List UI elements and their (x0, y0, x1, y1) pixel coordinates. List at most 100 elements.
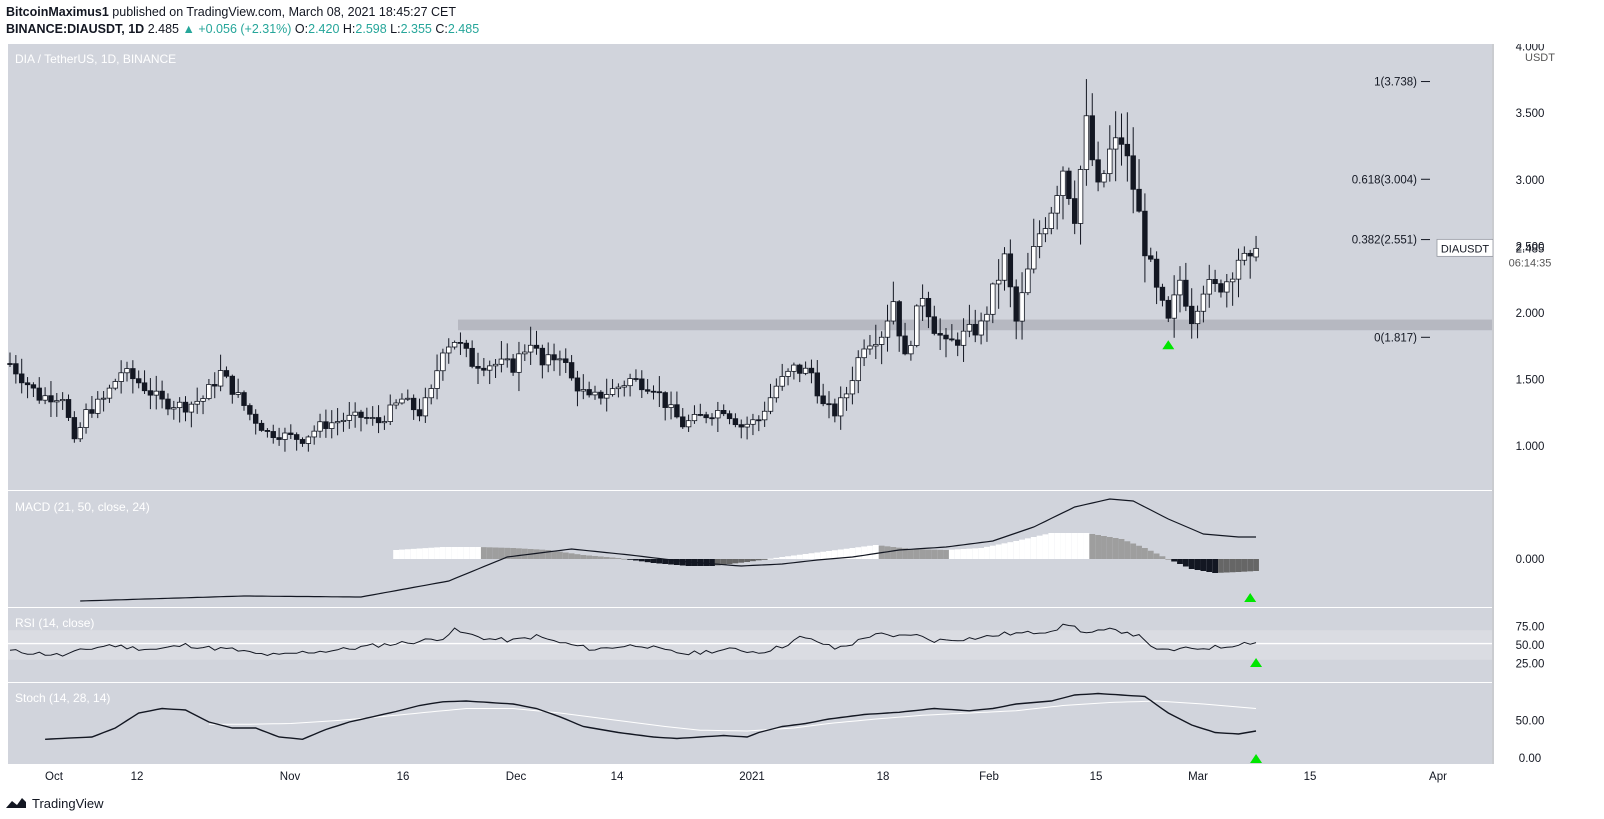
macd-histogram-bar (1130, 543, 1137, 559)
candle-down (358, 411, 364, 418)
candle-up (317, 421, 323, 432)
macd-histogram-bar (621, 558, 628, 560)
candle-up (621, 385, 627, 388)
macd-pane-title: MACD (21, 50, close, 24) (15, 500, 150, 514)
candle-up (176, 401, 183, 409)
rsi-axis-tick-2: 25.00 (1516, 659, 1545, 671)
candle-down (147, 390, 154, 396)
macd-histogram-bar (1194, 559, 1201, 570)
candle-up (592, 391, 598, 396)
time-axis-tick-6: 2021 (739, 771, 765, 783)
macd-histogram-bar (937, 549, 944, 559)
candle-up (422, 397, 429, 417)
candle-down (797, 364, 803, 374)
candle-up (486, 365, 493, 371)
open-value: 2.420 (308, 22, 340, 36)
macd-histogram-bar (1142, 548, 1148, 559)
macd-histogram-bar (633, 559, 639, 561)
rsi-band (8, 630, 1492, 660)
candle-up (767, 397, 774, 412)
candle-down (586, 389, 592, 396)
macd-histogram-bar (1153, 553, 1160, 559)
macd-histogram-bar (1241, 559, 1248, 572)
fib-level-label-3: 0(1.817) (1374, 332, 1417, 344)
macd-histogram-bar (1223, 559, 1230, 573)
macd-histogram-bar (1171, 559, 1178, 562)
candle-up (446, 346, 452, 354)
macd-histogram-bar (1083, 533, 1090, 559)
candle-down (1183, 279, 1189, 307)
macd-histogram-bar (1159, 556, 1166, 559)
candle-up (919, 298, 926, 307)
price-axis-currency: USDT (1525, 52, 1555, 64)
macd-histogram-bar (919, 549, 926, 559)
candle-up (171, 407, 177, 410)
time-axis-tick-11: 15 (1304, 771, 1317, 783)
candle-up (1177, 279, 1183, 296)
candle-down (1218, 283, 1224, 293)
candle-up (194, 400, 200, 405)
signal-arrow-icon-macd (1244, 593, 1257, 602)
macd-histogram-bar (486, 547, 493, 559)
macd-histogram-bar (1048, 533, 1055, 559)
candle-down (832, 403, 838, 417)
macd-histogram-bar (1253, 559, 1259, 571)
publisher-name[interactable]: BitcoinMaximus1 (6, 5, 109, 19)
candle-down (1118, 137, 1125, 145)
macd-histogram-bar (1112, 538, 1119, 559)
macd-histogram-bar (574, 554, 581, 559)
candle-up (522, 351, 528, 355)
macd-histogram-bar (568, 553, 575, 559)
candle-down (457, 342, 464, 344)
macd-histogram-bar (1077, 533, 1084, 559)
candle-down (680, 416, 686, 428)
candle-down (1124, 143, 1131, 157)
macd-histogram-bar (551, 550, 557, 559)
time-axis-tick-4: Dec (506, 771, 527, 783)
macd-histogram-bar (744, 559, 750, 562)
macd-histogram-bar (726, 559, 733, 564)
candle-down (247, 405, 253, 415)
candle-down (902, 335, 908, 355)
candle-up (393, 402, 399, 406)
macd-histogram-bar (896, 547, 903, 559)
candle-down (276, 437, 282, 440)
ohlc-line: BINANCE:DIAUSDT, 1D 2.485 ▲ +0.056 (+2.3… (6, 22, 479, 36)
macd-histogram-bar (592, 556, 598, 559)
candle-up (1206, 279, 1212, 295)
candle-up (750, 419, 756, 425)
signal-arrow-icon-rsi (1250, 658, 1263, 667)
candle-down (1089, 115, 1095, 161)
macd-histogram-bar (761, 559, 768, 560)
macd-histogram-bar (1042, 534, 1049, 559)
macd-histogram-bar (1065, 533, 1072, 559)
candle-up (200, 398, 206, 402)
candle-up (516, 353, 522, 373)
macd-histogram-bar (504, 547, 511, 559)
candle-down (937, 333, 943, 336)
rsi-axis-tick-0: 75.00 (1516, 622, 1545, 634)
macd-histogram-bar (1036, 535, 1043, 559)
candle-down (165, 398, 171, 410)
candle-up (668, 404, 674, 408)
candle-down (48, 395, 54, 403)
macd-histogram-bar (978, 548, 984, 559)
candle-down (89, 409, 95, 414)
macd-histogram-bar (1188, 559, 1195, 569)
stoch-axis-tick-0: 50.00 (1516, 716, 1545, 728)
candle-up (1042, 228, 1049, 235)
chart-area[interactable]: 1(3.738) 0.618(3.004) 0.382(2.551) 0(1.817)… (0, 44, 1604, 790)
macd-histogram-bar (463, 547, 470, 559)
macd-histogram-bar (1212, 559, 1218, 573)
candle-down (18, 373, 25, 384)
macd-histogram-bar (510, 548, 516, 559)
macd-histogram-bar (902, 548, 908, 559)
macd-histogram-bar (615, 558, 622, 559)
candle-up (580, 389, 586, 392)
candle-up (791, 364, 797, 372)
candle-down (223, 370, 230, 377)
low-value: 2.355 (400, 22, 432, 36)
macd-line (80, 498, 1256, 602)
macd-histogram-bar (972, 548, 979, 559)
candle-up (1235, 259, 1242, 280)
